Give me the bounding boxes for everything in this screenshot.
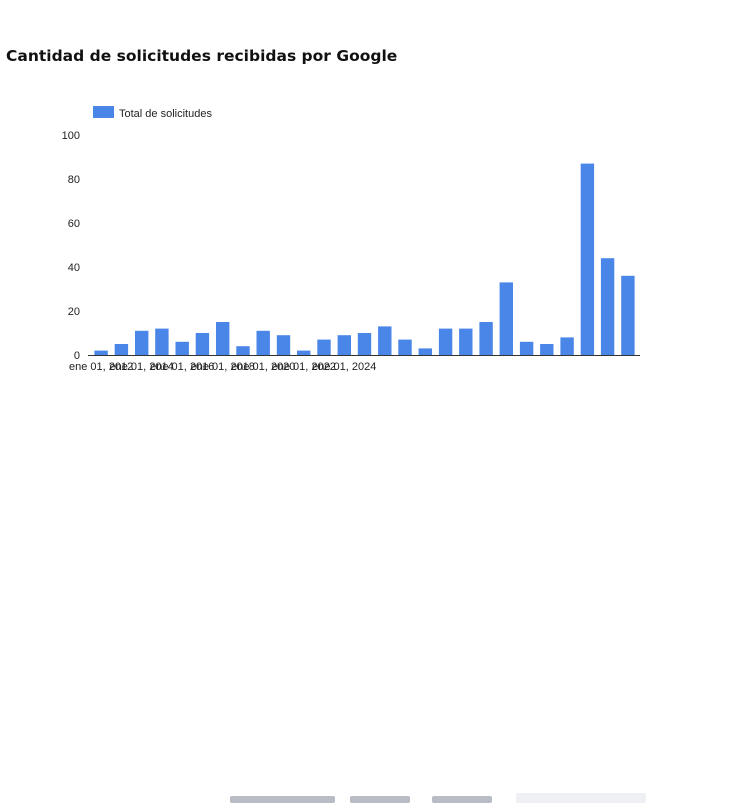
bar[interactable] <box>499 282 513 355</box>
legend-label: Total de solicitudes <box>119 108 212 120</box>
bar[interactable] <box>216 322 230 355</box>
footer-strip <box>0 396 750 803</box>
x-tick-label: ene 01, 2020 <box>231 361 295 373</box>
bar[interactable] <box>195 333 210 355</box>
bar[interactable] <box>276 335 291 355</box>
bar[interactable] <box>135 330 149 355</box>
y-tick-label: 0 <box>74 350 80 362</box>
page-title: Cantidad de solicitudes recibidas por Go… <box>6 47 398 65</box>
bar[interactable] <box>519 341 534 355</box>
x-tick-label: ene 01, 2024 <box>312 361 376 373</box>
bar[interactable] <box>438 328 453 355</box>
x-tick-label: ene 01, 2014 <box>109 361 173 373</box>
y-tick-label: 40 <box>68 262 80 274</box>
legend-swatch <box>93 106 114 118</box>
x-tick-label: ene 01, 2012 <box>69 361 133 373</box>
footer-text-blur <box>432 796 492 803</box>
bar[interactable] <box>418 348 432 355</box>
bar[interactable] <box>155 328 169 355</box>
y-axis: 0 20 40 60 80 100 <box>62 130 80 362</box>
y-tick-label: 60 <box>68 218 80 230</box>
bar[interactable] <box>297 350 311 355</box>
bar[interactable] <box>175 341 189 355</box>
bar[interactable] <box>560 337 574 355</box>
y-tick-label: 80 <box>68 174 80 186</box>
x-tick-label: ene 01, 2022 <box>272 361 336 373</box>
chart-legend: Total de solicitudes <box>93 106 212 120</box>
bar[interactable] <box>94 350 108 355</box>
bar[interactable] <box>236 346 250 355</box>
bar[interactable] <box>459 328 473 355</box>
bar[interactable] <box>540 344 554 355</box>
footer-text-blur <box>350 796 410 803</box>
bar[interactable] <box>317 339 331 355</box>
bar[interactable] <box>337 335 351 355</box>
footer-text-blur <box>230 796 335 803</box>
bar[interactable] <box>114 344 129 355</box>
bar[interactable] <box>398 339 412 355</box>
x-tick-label: ene 01, 2018 <box>191 361 255 373</box>
y-tick-label: 20 <box>68 306 80 318</box>
footer-box <box>516 793 646 803</box>
bar[interactable] <box>378 326 392 355</box>
y-tick-label: 100 <box>62 130 80 142</box>
bar[interactable] <box>580 163 595 355</box>
bar[interactable] <box>256 330 270 355</box>
bar-chart: Total de solicitudes 0 20 40 60 80 100 ene 01… <box>62 106 640 373</box>
bar[interactable] <box>357 333 372 355</box>
bars-series <box>94 163 635 355</box>
x-tick-label: ene 01, 2016 <box>150 361 214 373</box>
bar[interactable] <box>600 258 615 355</box>
bar[interactable] <box>621 275 635 355</box>
bar[interactable] <box>479 322 493 355</box>
